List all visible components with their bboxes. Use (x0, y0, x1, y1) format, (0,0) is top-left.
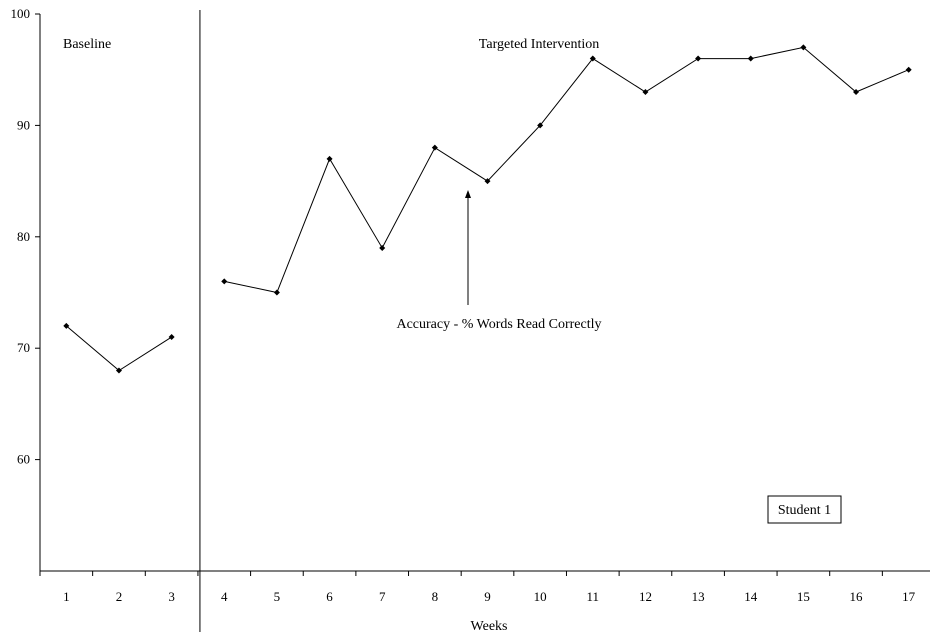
data-point (221, 278, 228, 285)
data-point (642, 88, 649, 95)
x-tick-label: 2 (116, 589, 123, 604)
x-tick-label: 10 (534, 589, 547, 604)
y-ticks: 60 70 80 90 100 (11, 6, 40, 467)
x-tick-label: 6 (326, 589, 333, 604)
data-point (853, 88, 860, 95)
x-tick-label: 13 (692, 589, 705, 604)
callout-arrowhead (465, 190, 471, 198)
data-point (115, 367, 122, 374)
data-point (800, 44, 807, 51)
x-axis-label: Weeks (471, 619, 508, 634)
y-tick-label: 90 (17, 117, 30, 132)
data-point (431, 144, 438, 151)
data-point (695, 55, 702, 62)
phase-label-baseline: Baseline (63, 37, 111, 52)
series-callout-label: Accuracy - % Words Read Correctly (396, 317, 601, 332)
y-tick-label: 70 (17, 340, 30, 355)
student-label-box (767, 495, 842, 524)
x-tick-label: 15 (797, 589, 810, 604)
series (63, 44, 912, 374)
x-tick-label: 12 (639, 589, 652, 604)
data-point (168, 334, 175, 341)
x-tick-label: 4 (221, 589, 228, 604)
x-tick-label: 16 (850, 589, 864, 604)
data-point (537, 122, 544, 129)
data-point (589, 55, 596, 62)
data-point (326, 155, 333, 162)
data-point (379, 244, 386, 251)
data-point (747, 55, 754, 62)
y-tick-label: 100 (11, 6, 31, 21)
data-point (484, 178, 491, 185)
data-point (905, 66, 912, 73)
phase-label-intervention: Targeted Intervention (479, 37, 599, 52)
x-tick-label: 17 (902, 589, 916, 604)
x-tick-label: 3 (168, 589, 175, 604)
data-point (63, 322, 70, 329)
x-tick-label: 14 (744, 589, 758, 604)
y-tick-label: 80 (17, 229, 30, 244)
x-tick-label: 1 (63, 589, 70, 604)
x-tick-label: 9 (484, 589, 491, 604)
student-label: Student 1 (778, 503, 831, 518)
x-tick-label: 5 (274, 589, 281, 604)
data-point (273, 289, 280, 296)
x-ticks: 1 2 3 4 5 6 7 8 9 10 11 12 13 14 15 16 17 (39, 571, 916, 604)
y-tick-label: 60 (17, 452, 30, 467)
series-line (65, 325, 172, 372)
x-tick-label: 11 (587, 589, 600, 604)
x-tick-label: 8 (432, 589, 439, 604)
series-line (224, 46, 909, 294)
x-tick-label: 7 (379, 589, 386, 604)
axes (39, 10, 930, 632)
